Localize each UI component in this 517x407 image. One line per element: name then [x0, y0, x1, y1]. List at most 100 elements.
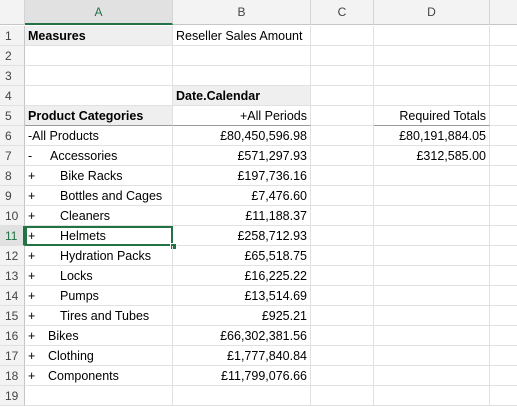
expand-toggle[interactable]: +	[28, 189, 36, 203]
row-header[interactable]: 8	[0, 166, 25, 186]
row-header[interactable]: 16	[0, 326, 25, 346]
row-header[interactable]: 17	[0, 346, 25, 366]
cell-d18[interactable]	[374, 366, 490, 386]
cell-e14[interactable]	[490, 286, 517, 306]
collapse-toggle[interactable]: -	[28, 149, 33, 163]
cell-a7[interactable]: - Accessories	[25, 146, 173, 166]
cell-c6[interactable]	[311, 126, 374, 146]
row-header[interactable]: 11	[0, 226, 25, 246]
cell-e15[interactable]	[490, 306, 517, 326]
cell-c4[interactable]	[311, 86, 374, 106]
collapse-toggle[interactable]: -	[28, 129, 33, 143]
cell-d3[interactable]	[374, 66, 490, 86]
cell-b8[interactable]: £197,736.16	[173, 166, 311, 186]
cell-e7[interactable]	[490, 146, 517, 166]
row-header[interactable]: 14	[0, 286, 25, 306]
cell-d4[interactable]	[374, 86, 490, 106]
row-header[interactable]: 5	[0, 106, 25, 126]
cell-e13[interactable]	[490, 266, 517, 286]
row-header[interactable]: 10	[0, 206, 25, 226]
expand-toggle[interactable]: +	[28, 169, 36, 183]
cell-a14[interactable]: + Pumps	[25, 286, 173, 306]
cell-a8[interactable]: + Bike Racks	[25, 166, 173, 186]
cell-b12[interactable]: £65,518.75	[173, 246, 311, 266]
cell-d13[interactable]	[374, 266, 490, 286]
cell-b11[interactable]: £258,712.93	[173, 226, 311, 246]
cell-b17[interactable]: £1,777,840.84	[173, 346, 311, 366]
cell-a5[interactable]: Product Categories	[25, 106, 173, 126]
cell-a11-active[interactable]: + Helmets	[25, 226, 173, 246]
expand-toggle[interactable]: +	[28, 269, 36, 283]
cell-e12[interactable]	[490, 246, 517, 266]
cell-d10[interactable]	[374, 206, 490, 226]
cell-c1[interactable]	[311, 26, 374, 46]
cell-d8[interactable]	[374, 166, 490, 186]
cell-a12[interactable]: + Hydration Packs	[25, 246, 173, 266]
cell-b18[interactable]: £11,799,076.66	[173, 366, 311, 386]
cell-b9[interactable]: £7,476.60	[173, 186, 311, 206]
cell-e9[interactable]	[490, 186, 517, 206]
row-header[interactable]: 4	[0, 86, 25, 106]
expand-toggle[interactable]: +	[28, 289, 36, 303]
cell-c15[interactable]	[311, 306, 374, 326]
row-header[interactable]: 9	[0, 186, 25, 206]
column-header-a[interactable]: A	[25, 0, 173, 25]
cell-c5[interactable]	[311, 106, 374, 126]
cell-b15[interactable]: £925.21	[173, 306, 311, 326]
row-header[interactable]: 3	[0, 66, 25, 86]
cell-e17[interactable]	[490, 346, 517, 366]
cell-e1[interactable]	[490, 26, 517, 46]
cell-d2[interactable]	[374, 46, 490, 66]
cell-a9[interactable]: + Bottles and Cages	[25, 186, 173, 206]
cell-b3[interactable]	[173, 66, 311, 86]
cell-c13[interactable]	[311, 266, 374, 286]
cell-a4[interactable]	[25, 86, 173, 106]
cell-a16[interactable]: + Bikes	[25, 326, 173, 346]
cell-b10[interactable]: £11,188.37	[173, 206, 311, 226]
cell-d12[interactable]	[374, 246, 490, 266]
cell-d19[interactable]	[374, 386, 490, 406]
cell-a3[interactable]	[25, 66, 173, 86]
cell-b4[interactable]: Date.Calendar	[173, 86, 311, 106]
cell-c14[interactable]	[311, 286, 374, 306]
cell-e18[interactable]	[490, 366, 517, 386]
cell-e2[interactable]	[490, 46, 517, 66]
cell-c9[interactable]	[311, 186, 374, 206]
cell-b19[interactable]	[173, 386, 311, 406]
cell-b2[interactable]	[173, 46, 311, 66]
cell-c18[interactable]	[311, 366, 374, 386]
expand-toggle[interactable]: +	[28, 369, 36, 383]
cell-e11[interactable]	[490, 226, 517, 246]
cell-e6[interactable]	[490, 126, 517, 146]
row-header[interactable]: 7	[0, 146, 25, 166]
cell-a18[interactable]: + Components	[25, 366, 173, 386]
cell-d11[interactable]	[374, 226, 490, 246]
cell-a19[interactable]	[25, 386, 173, 406]
cell-a17[interactable]: + Clothing	[25, 346, 173, 366]
cell-b5[interactable]: +All Periods	[173, 106, 311, 126]
cell-e3[interactable]	[490, 66, 517, 86]
select-all-corner[interactable]	[0, 0, 25, 25]
column-header-e[interactable]	[490, 0, 517, 25]
cell-a15[interactable]: + Tires and Tubes	[25, 306, 173, 326]
cell-a6[interactable]: -All Products	[25, 126, 173, 146]
expand-toggle[interactable]: +	[28, 209, 36, 223]
cell-b13[interactable]: £16,225.22	[173, 266, 311, 286]
cell-a1[interactable]: Measures	[25, 26, 173, 46]
expand-toggle[interactable]: +	[28, 329, 36, 343]
column-header-c[interactable]: C	[311, 0, 374, 25]
row-header[interactable]: 18	[0, 366, 25, 386]
cell-e4[interactable]	[490, 86, 517, 106]
fill-handle[interactable]	[170, 243, 177, 250]
row-header[interactable]: 12	[0, 246, 25, 266]
cell-e10[interactable]	[490, 206, 517, 226]
column-header-d[interactable]: D	[374, 0, 490, 25]
cell-c8[interactable]	[311, 166, 374, 186]
cell-d15[interactable]	[374, 306, 490, 326]
cell-e8[interactable]	[490, 166, 517, 186]
cell-e16[interactable]	[490, 326, 517, 346]
cell-d16[interactable]	[374, 326, 490, 346]
expand-toggle[interactable]: +	[28, 249, 36, 263]
cell-e19[interactable]	[490, 386, 517, 406]
cell-d17[interactable]	[374, 346, 490, 366]
